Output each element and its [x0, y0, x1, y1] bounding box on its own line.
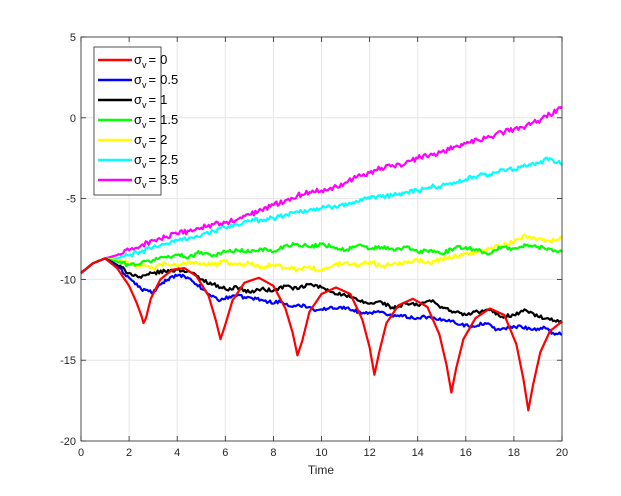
legend-symbol: σ: [134, 52, 142, 67]
x-tick-label: 14: [412, 447, 424, 459]
legend-subscript: v: [142, 140, 147, 150]
series-line-1-5: [80, 241, 563, 274]
y-tick-label: -20: [60, 436, 76, 448]
x-tick-label: 6: [222, 447, 228, 459]
legend-equals: =: [149, 52, 157, 67]
legend-label: 0.5: [160, 72, 178, 87]
legend-label: 1: [160, 92, 167, 107]
legend-equals: =: [149, 172, 157, 187]
legend-symbol: σ: [134, 172, 142, 187]
x-tick-label: 4: [174, 447, 180, 459]
legend-subscript: v: [142, 160, 147, 170]
legend-entry: σv = 3.5: [134, 172, 178, 190]
legend-subscript: v: [142, 120, 147, 130]
legend-entry: σv = 2: [134, 132, 167, 150]
y-tick-label: -15: [60, 355, 76, 367]
legend-subscript: v: [142, 60, 147, 70]
legend-entry: σv = 2.5: [134, 152, 178, 170]
legend-entry: σv = 0: [134, 52, 167, 70]
series-line-2-5: [80, 156, 563, 274]
legend-label: 0: [160, 52, 167, 67]
legend-label: 1.5: [160, 112, 178, 127]
y-tick-label: 5: [70, 32, 76, 44]
x-tick-label: 12: [363, 447, 375, 459]
legend-entry: σv = 0.5: [134, 72, 178, 90]
series-line-0: [80, 257, 563, 412]
y-tick-label: -10: [60, 274, 76, 286]
legend-equals: =: [149, 112, 157, 127]
x-tick-label: 10: [315, 447, 327, 459]
legend-equals: =: [149, 92, 157, 107]
x-tick-label: 8: [270, 447, 276, 459]
x-axis-ticks: 0 2 4 6 8 10 12 14 16 18 20: [78, 37, 568, 459]
series-line-3-5: [80, 105, 563, 274]
legend-label: 2: [160, 132, 167, 147]
legend-symbol: σ: [134, 132, 142, 147]
legend-equals: =: [149, 72, 157, 87]
legend-entry: σv = 1: [134, 92, 167, 110]
legend-symbol: σ: [134, 152, 142, 167]
legend: σv = 0σv = 0.5σv = 1σv = 1.5σv = 2σv = 2.5σv = 3.5: [93, 46, 178, 196]
x-tick-label: 0: [78, 447, 84, 459]
x-tick-label: 18: [508, 447, 520, 459]
x-axis-label: Time: [308, 463, 335, 477]
legend-symbol: σ: [134, 112, 142, 127]
series-layer: [80, 105, 563, 412]
legend-label: 2.5: [160, 152, 178, 167]
legend-label: 3.5: [160, 172, 178, 187]
series-line-0-5: [80, 257, 563, 336]
x-tick-label: 20: [556, 447, 568, 459]
y-axis-ticks: -20 -15 -10 -5 0 5: [60, 32, 562, 448]
y-tick-label: 0: [70, 113, 76, 125]
series-line-1: [80, 257, 563, 324]
legend-subscript: v: [142, 180, 147, 190]
x-tick-label: 16: [460, 447, 472, 459]
legend-subscript: v: [142, 100, 147, 110]
legend-symbol: σ: [134, 92, 142, 107]
legend-equals: =: [149, 132, 157, 147]
x-tick-label: 2: [126, 447, 132, 459]
legend-equals: =: [149, 152, 157, 167]
legend-entry: σv = 1.5: [134, 112, 178, 130]
y-tick-label: -5: [66, 194, 76, 206]
legend-symbol: σ: [134, 72, 142, 87]
legend-subscript: v: [142, 80, 147, 90]
